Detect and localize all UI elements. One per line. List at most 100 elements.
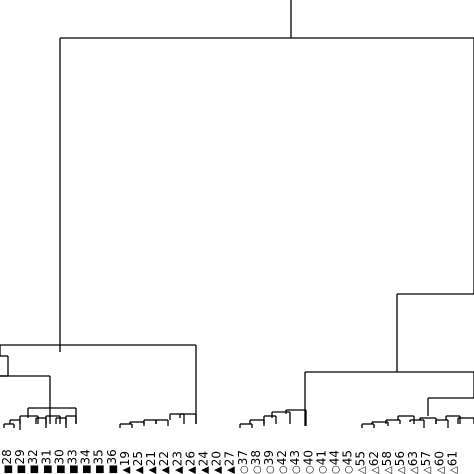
leaf-label-40: ○40 <box>301 450 315 474</box>
leaf-number: 60 <box>432 451 446 466</box>
leaf-label-60: △60 <box>432 451 446 474</box>
leaf-number: 44 <box>328 450 342 465</box>
leaf-number: 40 <box>301 450 315 465</box>
leaf-number: 56 <box>393 451 407 466</box>
triangle-filled-icon: ▲ <box>200 466 211 474</box>
leaf-number: 63 <box>406 451 420 466</box>
leaf-label-42: ○42 <box>275 450 289 474</box>
leaf-number: 57 <box>419 451 433 466</box>
leaf-number: 33 <box>66 449 80 464</box>
triangle-filled-icon: ▲ <box>173 466 184 474</box>
triangle-open-icon: △ <box>370 466 381 474</box>
square-filled-icon: ■ <box>108 465 119 474</box>
leaf-label-45: ○45 <box>341 450 355 474</box>
triangle-open-icon: △ <box>409 466 420 474</box>
leaf-number: 42 <box>275 450 289 465</box>
leaf-number: 21 <box>144 451 158 466</box>
triangle-open-icon: △ <box>357 466 368 474</box>
leaf-number: 45 <box>341 450 355 465</box>
square-filled-icon: ■ <box>55 465 66 474</box>
triangle-filled-icon: ▲ <box>160 466 171 474</box>
triangle-filled-icon: ▲ <box>213 466 224 474</box>
triangle-open-icon: △ <box>448 466 459 474</box>
leaf-number: 29 <box>13 449 27 464</box>
triangle-filled-icon: ▲ <box>147 466 158 474</box>
leaf-label-34: ■34 <box>79 449 93 474</box>
leaf-label-43: ○43 <box>288 450 302 474</box>
leaf-label-36: ■36 <box>105 449 119 474</box>
leaf-number: 30 <box>52 449 66 464</box>
square-filled-icon: ■ <box>95 465 106 474</box>
leaf-number: 36 <box>105 449 119 464</box>
triangle-filled-icon: ▲ <box>226 466 237 474</box>
triangle-open-icon: △ <box>383 466 394 474</box>
triangle-filled-icon: ▲ <box>186 466 197 474</box>
square-filled-icon: ■ <box>29 465 40 474</box>
leaf-label-58: △58 <box>380 451 394 474</box>
leaf-number: 35 <box>92 449 106 464</box>
leaf-number: 43 <box>288 450 302 465</box>
leaf-label-23: ▲23 <box>170 451 184 474</box>
circle-open-icon: ○ <box>291 465 302 474</box>
circle-open-icon: ○ <box>344 465 355 474</box>
leaf-label-57: △57 <box>419 451 433 474</box>
leaf-number: 22 <box>157 451 171 466</box>
leaf-label-63: △63 <box>406 451 420 474</box>
leaf-label-27: ▲27 <box>223 451 237 474</box>
leaf-number: 19 <box>118 451 132 466</box>
circle-open-icon: ○ <box>265 465 276 474</box>
triangle-open-icon: △ <box>422 466 433 474</box>
circle-open-icon: ○ <box>239 465 250 474</box>
dendrogram-branches <box>0 0 474 430</box>
leaf-number: 25 <box>131 451 145 466</box>
leaf-label-31: ■31 <box>39 449 53 474</box>
circle-open-icon: ○ <box>252 465 263 474</box>
leaf-number: 55 <box>354 451 368 466</box>
square-filled-icon: ■ <box>16 465 27 474</box>
leaf-label-21: ▲21 <box>144 451 158 474</box>
leaf-number: 41 <box>314 450 328 465</box>
leaf-number: 58 <box>380 451 394 466</box>
triangle-open-icon: △ <box>435 466 446 474</box>
leaf-number: 61 <box>445 451 459 466</box>
leaf-number: 27 <box>223 451 237 466</box>
leaf-number: 31 <box>39 449 53 464</box>
leaf-label-24: ▲24 <box>197 451 211 474</box>
leaf-number: 62 <box>367 451 381 466</box>
triangle-filled-icon: ▲ <box>134 466 145 474</box>
leaf-label-61: △61 <box>445 451 459 474</box>
circle-open-icon: ○ <box>317 465 328 474</box>
leaf-label-55: △55 <box>354 451 368 474</box>
leaf-label-62: △62 <box>367 451 381 474</box>
leaf-label-22: ▲22 <box>157 451 171 474</box>
square-filled-icon: ■ <box>42 465 53 474</box>
leaf-label-44: ○44 <box>328 450 342 474</box>
leaf-label-30: ■30 <box>52 449 66 474</box>
leaf-label-32: ■32 <box>26 449 40 474</box>
leaf-number: 38 <box>249 450 263 465</box>
leaf-label-37: ○37 <box>236 450 250 474</box>
leaf-number: 28 <box>0 449 14 464</box>
leaf-label-19: ▲19 <box>118 451 132 474</box>
leaf-number: 34 <box>79 449 93 464</box>
square-filled-icon: ■ <box>69 465 80 474</box>
leaf-number: 26 <box>183 451 197 466</box>
leaf-label-39: ○39 <box>262 450 276 474</box>
leaf-label-25: ▲25 <box>131 451 145 474</box>
leaf-number: 20 <box>210 451 224 466</box>
leaf-label-56: △56 <box>393 451 407 474</box>
leaf-label-41: ○41 <box>314 450 328 474</box>
circle-open-icon: ○ <box>278 465 289 474</box>
leaf-label-26: ▲26 <box>183 451 197 474</box>
square-filled-icon: ■ <box>82 465 93 474</box>
leaf-label-35: ■35 <box>92 449 106 474</box>
circle-open-icon: ○ <box>304 465 315 474</box>
leaf-label-29: ■29 <box>13 449 27 474</box>
leaf-label-28: ■28 <box>0 449 14 474</box>
leaf-labels: ■28■29■32■31■30■33■34■35■36▲19▲25▲21▲22▲… <box>0 449 459 474</box>
leaf-label-20: ▲20 <box>210 451 224 474</box>
circle-open-icon: ○ <box>331 465 342 474</box>
leaf-label-33: ■33 <box>66 449 80 474</box>
leaf-number: 37 <box>236 450 250 465</box>
